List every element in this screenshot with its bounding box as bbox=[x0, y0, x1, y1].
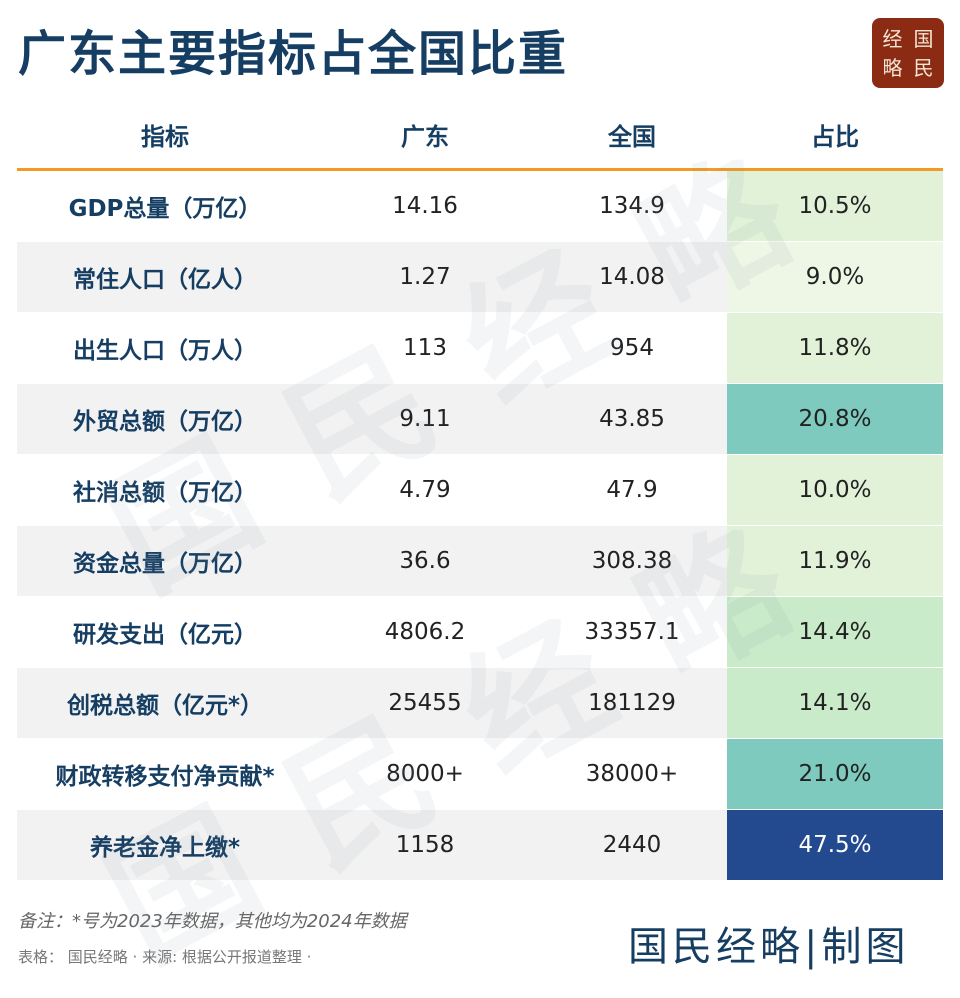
logo-char: 经 bbox=[882, 26, 903, 51]
guangdong-value-cell: 113 bbox=[313, 312, 537, 384]
table-row: 社消总额（万亿） 4.79 47.9 10.0% bbox=[17, 454, 943, 526]
table-row: 外贸总额（万亿） 9.11 43.85 20.8% bbox=[17, 383, 943, 455]
share-cell: 10.5% bbox=[727, 169, 943, 242]
logo-char: 国 bbox=[913, 26, 934, 51]
indicator-cell: 外贸总额（万亿） bbox=[17, 383, 313, 455]
guangdong-value-cell: 1158 bbox=[313, 809, 537, 881]
table-row: 养老金净上缴* 1158 2440 47.5% bbox=[17, 809, 943, 881]
indicator-cell: 出生人口（万人） bbox=[17, 312, 313, 384]
share-cell: 11.9% bbox=[727, 525, 943, 597]
guangdong-value-cell: 9.11 bbox=[313, 383, 537, 455]
column-header-indicator: 指标 bbox=[17, 100, 313, 171]
column-header-guangdong: 广东 bbox=[313, 100, 537, 171]
brand-signature: 国民经略|制图 bbox=[628, 924, 910, 970]
share-cell: 47.5% bbox=[727, 809, 943, 881]
table-row: 创税总额（亿元*） 25455 181129 14.1% bbox=[17, 667, 943, 739]
share-cell: 14.1% bbox=[727, 667, 943, 739]
share-cell: 9.0% bbox=[727, 241, 943, 313]
share-cell: 21.0% bbox=[727, 738, 943, 810]
national-value-cell: 43.85 bbox=[537, 383, 727, 455]
national-value-cell: 181129 bbox=[537, 667, 727, 739]
national-value-cell: 134.9 bbox=[537, 169, 727, 242]
guangdong-value-cell: 25455 bbox=[313, 667, 537, 739]
guangdong-value-cell: 8000+ bbox=[313, 738, 537, 810]
table-row: 资金总量（万亿） 36.6 308.38 11.9% bbox=[17, 525, 943, 597]
footnote: 备注：*号为2023年数据，其他均为2024年数据 bbox=[18, 911, 407, 932]
share-cell: 10.0% bbox=[727, 454, 943, 526]
indicator-cell: 常住人口（亿人） bbox=[17, 241, 313, 313]
national-value-cell: 47.9 bbox=[537, 454, 727, 526]
guangdong-value-cell: 4.79 bbox=[313, 454, 537, 526]
guangdong-value-cell: 1.27 bbox=[313, 241, 537, 313]
table-row: GDP总量（万亿） 14.16 134.9 10.5% bbox=[17, 169, 943, 242]
logo-char: 民 bbox=[913, 55, 934, 80]
national-value-cell: 33357.1 bbox=[537, 596, 727, 668]
share-cell: 14.4% bbox=[727, 596, 943, 668]
national-value-cell: 2440 bbox=[537, 809, 727, 881]
share-cell: 11.8% bbox=[727, 312, 943, 384]
table-body: GDP总量（万亿） 14.16 134.9 10.5% 常住人口（亿人） 1.27 14.0… bbox=[17, 169, 943, 881]
guangdong-value-cell: 36.6 bbox=[313, 525, 537, 597]
source-line: 表格： 国民经略 · 来源: 根据公开报道整理 · bbox=[18, 948, 312, 966]
table-header-row: 指标 广东 全国 占比 bbox=[17, 100, 943, 171]
indicator-cell: 养老金净上缴* bbox=[17, 809, 313, 881]
indicator-cell: 研发支出（亿元） bbox=[17, 596, 313, 668]
indicator-cell: 资金总量（万亿） bbox=[17, 525, 313, 597]
logo-char: 略 bbox=[882, 55, 903, 80]
page-title: 广东主要指标占全国比重 bbox=[18, 26, 569, 82]
table-row: 财政转移支付净贡献* 8000+ 38000+ 21.0% bbox=[17, 738, 943, 810]
guangdong-value-cell: 4806.2 bbox=[313, 596, 537, 668]
brand-logo: 经 国 略 民 bbox=[872, 18, 944, 88]
indicator-table: 指标 广东 全国 占比 GDP总量（万亿） 14.16 134.9 10.5% 常住人口… bbox=[17, 100, 943, 881]
table-row: 研发支出（亿元） 4806.2 33357.1 14.4% bbox=[17, 596, 943, 668]
national-value-cell: 308.38 bbox=[537, 525, 727, 597]
indicator-cell: 创税总额（亿元*） bbox=[17, 667, 313, 739]
national-value-cell: 954 bbox=[537, 312, 727, 384]
table-row: 出生人口（万人） 113 954 11.8% bbox=[17, 312, 943, 384]
share-cell: 20.8% bbox=[727, 383, 943, 455]
guangdong-value-cell: 14.16 bbox=[313, 169, 537, 242]
column-header-share: 占比 bbox=[727, 100, 943, 171]
indicator-cell: 社消总额（万亿） bbox=[17, 454, 313, 526]
national-value-cell: 14.08 bbox=[537, 241, 727, 313]
indicator-cell: 财政转移支付净贡献* bbox=[17, 738, 313, 810]
column-header-national: 全国 bbox=[537, 100, 727, 171]
table-row: 常住人口（亿人） 1.27 14.08 9.0% bbox=[17, 241, 943, 313]
national-value-cell: 38000+ bbox=[537, 738, 727, 810]
indicator-cell: GDP总量（万亿） bbox=[17, 169, 313, 242]
